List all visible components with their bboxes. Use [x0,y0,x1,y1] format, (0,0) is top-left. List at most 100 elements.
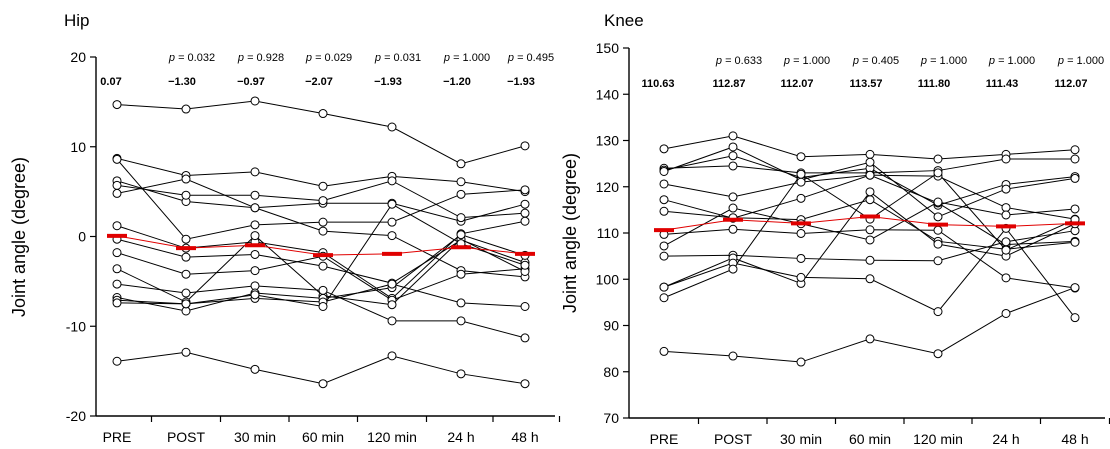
hip-subject-point [181,190,191,200]
hip-subject-point [318,109,328,119]
hip-subject-point [318,379,328,389]
hip-subject-point [250,190,260,200]
knee-subject-point [728,203,738,213]
hip-subject-point [456,298,466,308]
hip-p-value: p = 0.031 [374,52,421,64]
knee-subject-point [659,346,669,356]
knee-subject-point [1070,204,1080,214]
hip-p-value: p = 0.032 [168,52,215,64]
knee-mean-label: 113.57 [849,78,882,90]
hip-subject-point [112,298,122,308]
hip-subject-point [520,379,530,389]
hip-subject-point [387,199,397,209]
hip-subject-point [250,290,260,300]
hip-subject-point [318,181,328,191]
knee-mean-label: 112.87 [712,78,745,90]
hip-subject-point [112,248,122,258]
knee-p-value: p = 0.405 [852,55,899,67]
hip-x-tick-label: PRE [103,429,132,445]
knee-subject-point [933,307,943,317]
knee-p-value: p = 1.000 [783,55,830,67]
hip-subject-point [387,231,397,241]
hip-p-value: p = 0.029 [305,52,352,64]
knee-subject-point [1001,237,1011,247]
hip-p-value: p = 0.495 [507,52,554,64]
knee-y-tick-label: 80 [603,364,619,380]
knee-subject-point [728,142,738,152]
knee-subject-point [1070,237,1080,247]
hip-mean-label: −1.93 [507,76,535,88]
hip-subject-point [112,100,122,110]
knee-subject-point [933,256,943,266]
hip-x-tick-label: 24 h [447,429,474,445]
hip-subject-point [456,159,466,169]
knee-subject-point [933,225,943,235]
hip-subject-point [112,264,122,274]
hip-subject-point [112,154,122,164]
knee-x-tick-label: 24 h [992,431,1019,447]
knee-subject-point [659,144,669,154]
knee-subject-point [1001,308,1011,318]
hip-subject-point [250,249,260,259]
knee-subject-point [865,195,875,205]
hip-panel-title: Hip [64,11,90,30]
hip-subject-point [318,285,328,295]
knee-subject-point [865,235,875,245]
knee-subject-point [865,255,875,265]
knee-x-tick-label: PRE [650,431,679,447]
hip-subject-point [387,316,397,326]
knee-subject-point [659,179,669,189]
hip-p-value: p = 0.928 [237,52,284,64]
knee-y-tick-label: 140 [596,86,620,102]
hip-subject-point [456,177,466,187]
knee-x-tick-label: 48 h [1061,431,1088,447]
hip-subject-point [250,231,260,241]
hip-subject-point [387,351,397,361]
knee-p-value: p = 1.000 [920,55,967,67]
hip-subject-point [456,369,466,379]
hip-x-tick-label: POST [167,429,206,445]
knee-subject-point [796,177,806,187]
hip-x-tick-label: 48 h [511,429,538,445]
knee-subject-point [865,187,875,197]
knee-x-tick-label: 120 min [913,431,963,447]
hip-subject-point [456,269,466,279]
knee-subject-point [728,264,738,274]
knee-mean-label: 110.63 [641,78,674,90]
knee-x-tick-label: POST [714,431,753,447]
hip-mean-label: −1.93 [374,76,402,88]
hip-subject-point [318,261,328,271]
hip-subject-point [318,196,328,206]
hip-subject-point [520,302,530,312]
hip-mean-label: 0.07 [100,76,121,88]
hip-subject-point [181,288,191,298]
knee-subject-point [1070,173,1080,183]
hip-subject-point [181,269,191,279]
knee-subject-point [728,161,738,171]
hip-y-tick-label: -20 [66,408,86,424]
knee-subject-point [796,152,806,162]
knee-x-tick-label: 60 min [849,431,891,447]
knee-plot-area: 70 80 90 100 110 120 130 140 150 PRE POST 30 min 60 … [596,40,1110,447]
hip-subject-point [318,302,328,312]
knee-subject-point [659,206,669,216]
knee-subject-point [659,241,669,251]
knee-subject-point [796,272,806,282]
hip-subject-point [318,217,328,227]
knee-subject-point [728,131,738,141]
hip-y-tick-label: 20 [70,49,86,65]
hip-subject-point [456,316,466,326]
knee-panel: Knee Joint angle (degree) 70 80 90 100 110 12… [560,11,1110,447]
hip-subject-point [456,230,466,240]
hip-subject-point [520,141,530,151]
knee-subject-point [796,169,806,179]
knee-x-tick-label: 30 min [780,431,822,447]
knee-subject-point [1070,154,1080,164]
knee-subject-point [933,197,943,207]
knee-subject-point [1070,313,1080,323]
hip-subject-point [181,347,191,357]
hip-subject-point [250,203,260,213]
knee-subject-point [728,351,738,361]
knee-subject-point [659,251,669,261]
